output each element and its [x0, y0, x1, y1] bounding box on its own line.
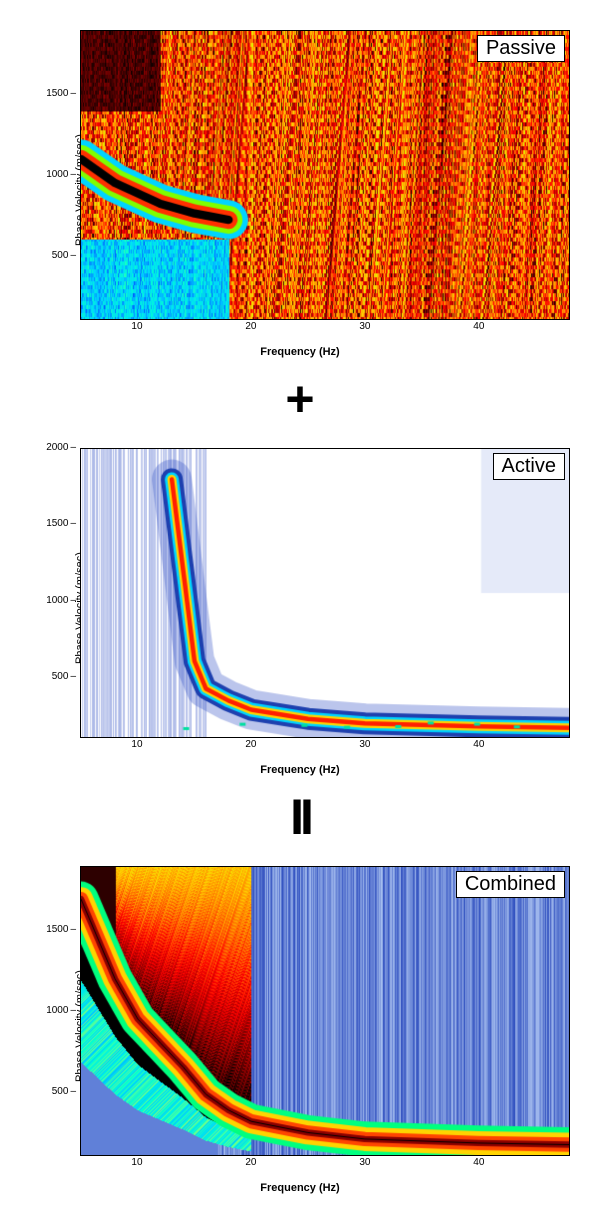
y-tick: 1500 [46, 519, 76, 529]
plus-operator-icon: + [285, 374, 314, 424]
y-tick: 1000 [46, 170, 76, 180]
figure-page: Phase Velocity (m/sec) 50010001500 Passi… [0, 0, 600, 1216]
x-tick: 40 [473, 740, 484, 750]
panel-combined: Phase Velocity (m/sec) 50010001500 Combi… [20, 856, 580, 1196]
y-tick: 500 [52, 672, 76, 682]
x-tick: 10 [131, 1158, 142, 1168]
x-tick: 10 [131, 740, 142, 750]
y-tick: 500 [52, 1087, 76, 1097]
y-tick: 1500 [46, 925, 76, 935]
heatmap-canvas-passive [81, 31, 569, 319]
x-axis-label: Frequency (Hz) [260, 346, 339, 358]
chart-area-combined: Combined [80, 866, 570, 1156]
x-tick: 20 [245, 322, 256, 332]
y-ticks-passive: 500 1000 1500 [40, 30, 78, 320]
x-ticks-passive: 10 20 30 40 [80, 322, 570, 338]
x-tick: 30 [359, 1158, 370, 1168]
panel-badge: Passive [477, 35, 565, 62]
panel-active: Phase Velocity (m/sec) 500100015002000 A… [20, 438, 580, 778]
x-ticks-combined: 10 20 30 40 [80, 1158, 570, 1174]
y-ticks-active: 500100015002000 [40, 448, 78, 738]
x-axis-label: Frequency (Hz) [260, 764, 339, 776]
x-tick: 20 [245, 1158, 256, 1168]
x-tick: 20 [245, 740, 256, 750]
equals-operator-icon: II [290, 792, 310, 842]
chart-area-active: Active [80, 448, 570, 738]
chart-area-passive: Passive [80, 30, 570, 320]
x-tick: 40 [473, 1158, 484, 1168]
y-tick: 1000 [46, 1006, 76, 1016]
panel-badge: Combined [456, 871, 565, 898]
y-tick: 500 [52, 251, 76, 261]
y-tick: 1000 [46, 596, 76, 606]
panel-badge: Active [493, 453, 565, 480]
y-tick: 1500 [46, 89, 76, 99]
heatmap-canvas-active [81, 449, 569, 737]
heatmap-canvas-combined [81, 867, 569, 1155]
y-tick: 2000 [46, 443, 76, 453]
x-axis-label: Frequency (Hz) [260, 1182, 339, 1194]
y-ticks-combined: 500 1000 1500 [40, 866, 78, 1156]
x-tick: 30 [359, 322, 370, 332]
x-tick: 10 [131, 322, 142, 332]
panel-passive: Phase Velocity (m/sec) 50010001500 Passi… [20, 20, 580, 360]
x-ticks-active: 10 20 30 40 [80, 740, 570, 756]
x-tick: 40 [473, 322, 484, 332]
x-tick: 30 [359, 740, 370, 750]
